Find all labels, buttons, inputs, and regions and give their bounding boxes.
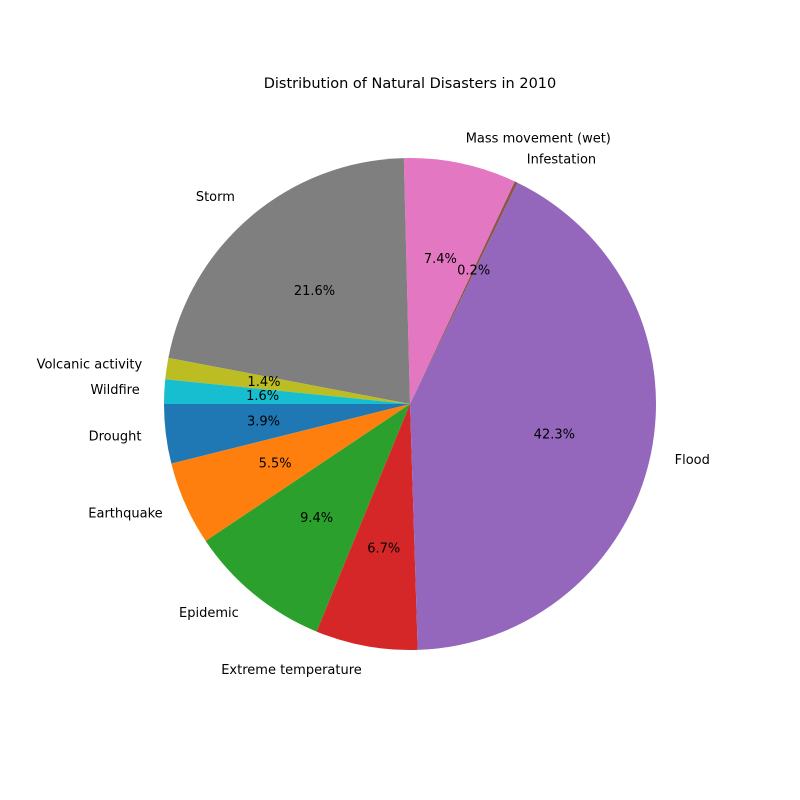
chart-title: Distribution of Natural Disasters in 201… (264, 76, 557, 92)
slice-label-extreme-temperature: Extreme temperature (221, 663, 362, 678)
pie-slice-drought (164, 404, 410, 464)
pie-slice-extreme-temperature (316, 404, 418, 650)
slice-percent-earthquake: 5.5% (259, 456, 292, 471)
pie-labels: Drought 3.9% Earthquake 5.5% Epidemic 9.4% Ext… (37, 132, 710, 678)
slice-label-earthquake: Earthquake (88, 506, 162, 521)
slice-percent-storm: 21.6% (294, 284, 335, 299)
slice-label-infestation: Infestation (527, 152, 596, 167)
pie-slice-storm (168, 158, 410, 404)
slice-percent-extreme-temperature: 6.7% (367, 542, 400, 557)
pie-slices (164, 158, 656, 650)
pie-slice-wildfire (164, 379, 410, 404)
pie-slice-mass-movement-wet (403, 158, 515, 404)
slice-percent-wildfire: 1.6% (246, 389, 279, 404)
pie-slice-infestation (410, 181, 518, 404)
slice-label-mass-movement-wet: Mass movement (wet) (466, 132, 611, 147)
slice-label-drought: Drought (89, 430, 142, 445)
pie-slice-volcanic-activity (165, 357, 410, 404)
slice-percent-volcanic-activity: 1.4% (247, 375, 280, 390)
slice-label-epidemic: Epidemic (179, 606, 239, 621)
slice-label-wildfire: Wildfire (90, 383, 139, 398)
slice-percent-mass-movement-wet: 7.4% (424, 252, 457, 267)
slice-percent-infestation: 0.2% (457, 263, 490, 278)
slice-percent-epidemic: 9.4% (300, 511, 333, 526)
slice-label-flood: Flood (675, 453, 710, 468)
slice-label-storm: Storm (196, 190, 235, 205)
slice-label-volcanic-activity: Volcanic activity (37, 358, 143, 373)
pie-slice-epidemic (205, 404, 410, 632)
pie-slice-earthquake (171, 404, 410, 541)
slice-percent-drought: 3.9% (247, 415, 280, 430)
pie-slice-flood (410, 182, 656, 650)
slice-percent-flood: 42.3% (534, 427, 575, 442)
